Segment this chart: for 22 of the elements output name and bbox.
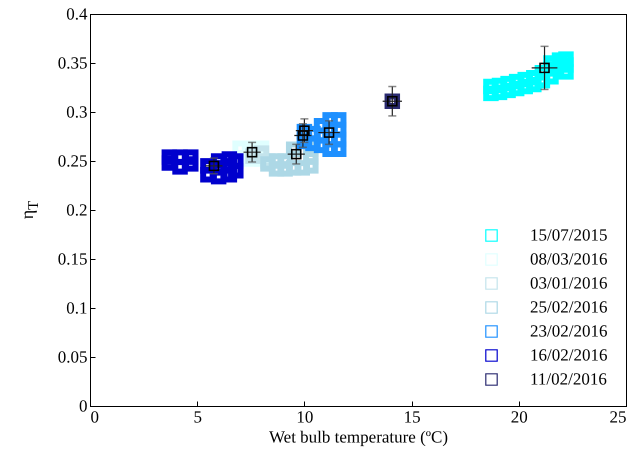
y-tick-label: 0.4 xyxy=(66,4,88,24)
legend-label: 08/03/2016 xyxy=(530,250,608,268)
y-tick-label: 0.1 xyxy=(66,298,88,318)
x-tick-label: 5 xyxy=(193,408,202,426)
legend-label: 03/01/2016 xyxy=(530,274,608,292)
x-tick-label: 20 xyxy=(510,408,528,426)
y-tick-label: 0.3 xyxy=(66,102,88,122)
x-tick-label: 15 xyxy=(404,408,421,426)
y-tick-label: 0.15 xyxy=(58,250,88,268)
legend-label: 15/07/2015 xyxy=(530,226,608,244)
y-tick-label: 0.05 xyxy=(58,348,88,366)
y-tick-label: 0.2 xyxy=(66,200,88,220)
y-tick-label: 0.25 xyxy=(58,152,88,170)
x-tick-label: 10 xyxy=(296,408,314,426)
x-axis-title: Wet bulb temperature (ºC) xyxy=(268,428,448,446)
legend-label: 16/02/2016 xyxy=(530,346,608,364)
y-tick-label: 0.35 xyxy=(58,54,88,72)
x-tick-label: 0 xyxy=(90,408,99,426)
legend-label: 25/02/2016 xyxy=(530,298,608,316)
legend-label: 11/02/2016 xyxy=(530,370,607,388)
legend-label: 23/02/2016 xyxy=(530,322,608,340)
x-tick-label: 25 xyxy=(610,408,626,426)
